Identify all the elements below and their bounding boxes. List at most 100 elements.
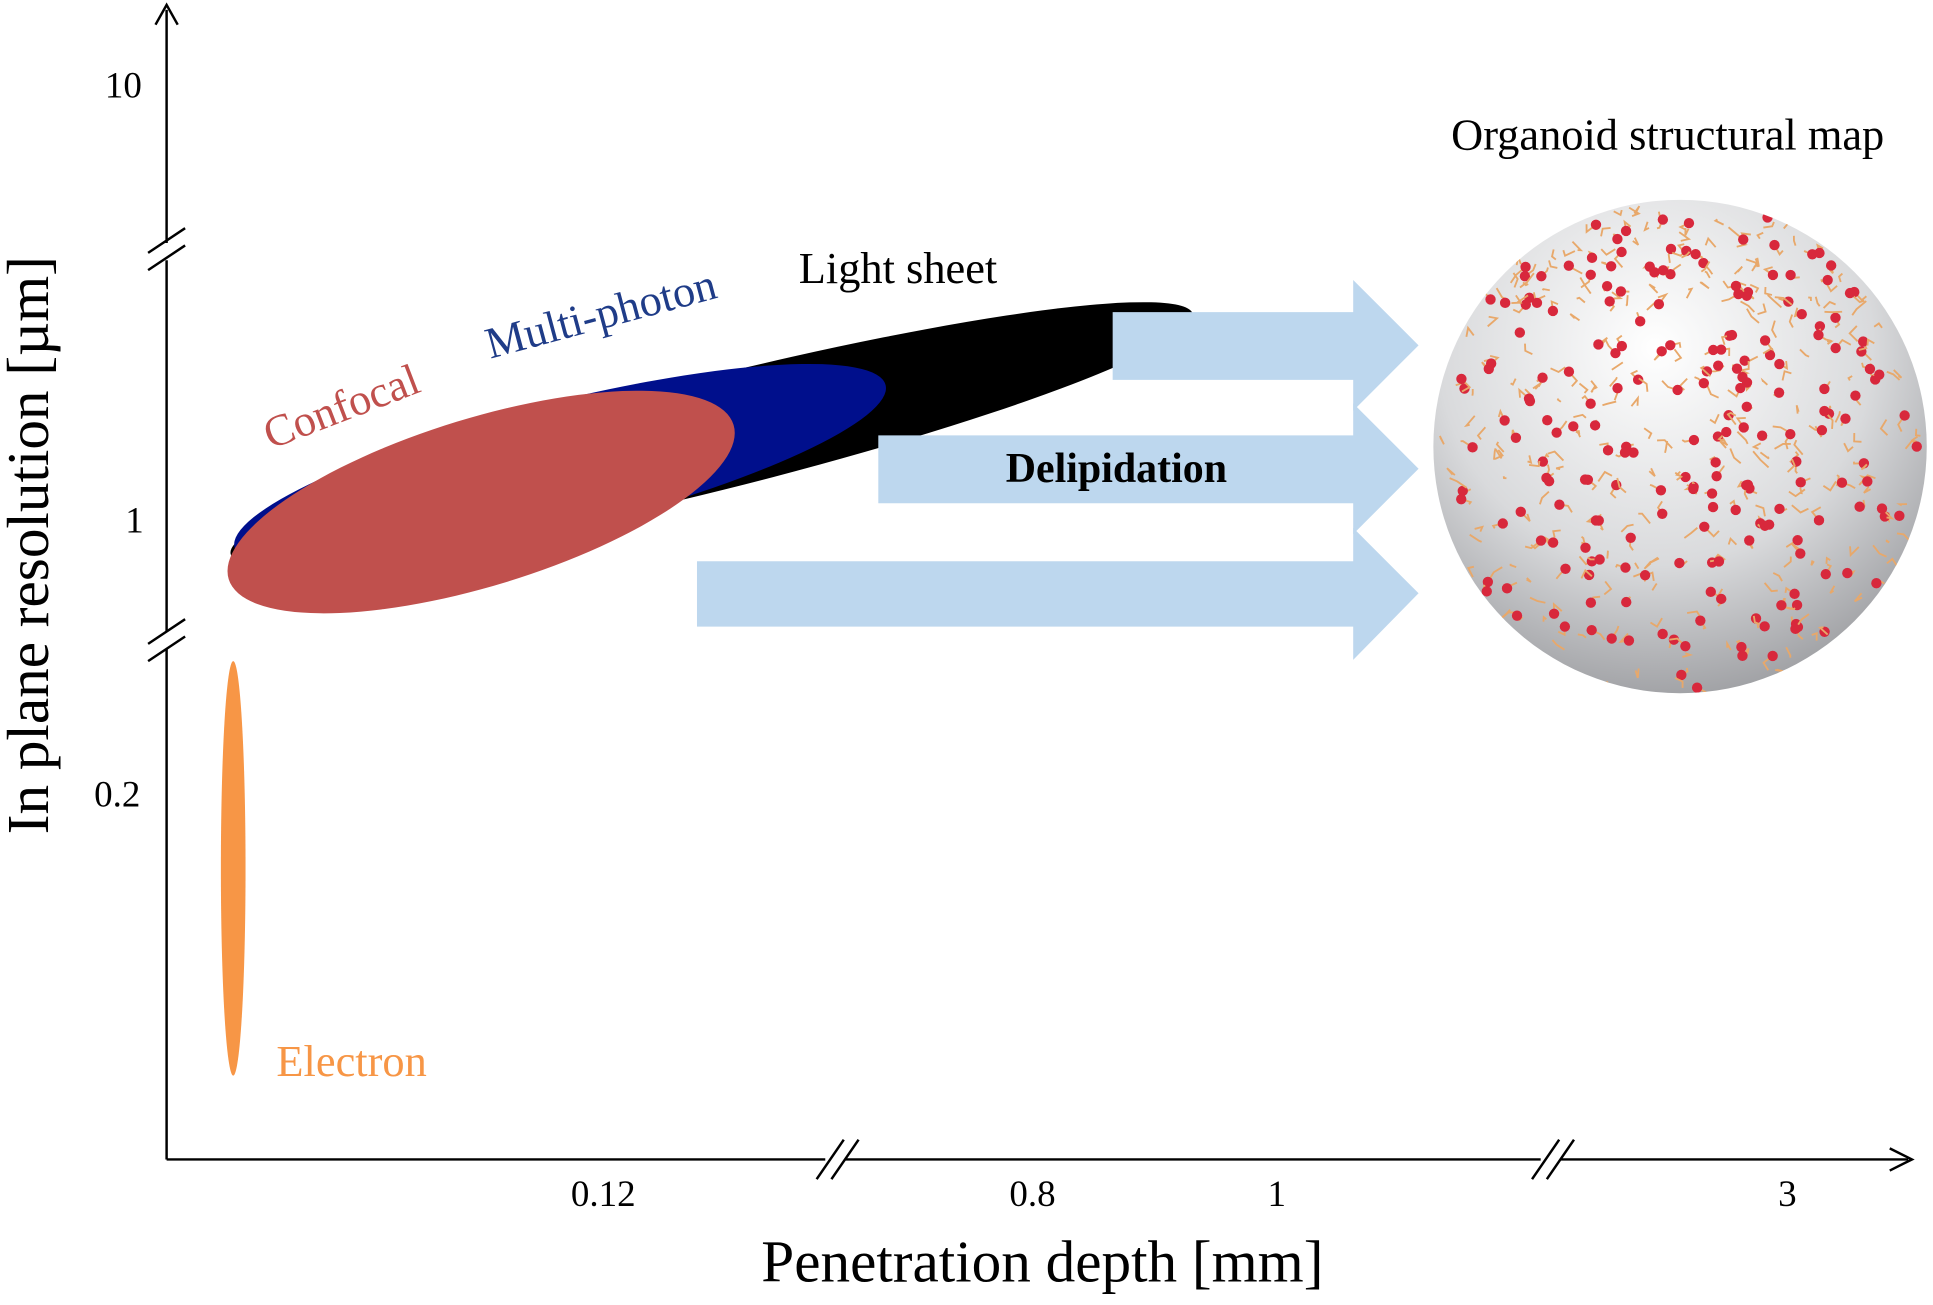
x-axis-break bbox=[815, 1139, 860, 1180]
cell-process bbox=[1763, 221, 1775, 229]
cell-nucleus bbox=[1541, 472, 1552, 484]
cell-process bbox=[1683, 527, 1698, 539]
cell-process bbox=[1781, 370, 1792, 381]
cell-nucleus bbox=[1715, 344, 1727, 355]
cell-nucleus bbox=[1698, 377, 1709, 389]
cell-nucleus bbox=[1774, 503, 1785, 515]
cell-process bbox=[1709, 413, 1720, 425]
cell-process bbox=[1686, 610, 1701, 617]
cell-process bbox=[1860, 463, 1868, 471]
cell-nucleus bbox=[1737, 371, 1748, 383]
cell-process bbox=[1727, 414, 1737, 426]
cell-process bbox=[1493, 448, 1497, 460]
cell-nucleus bbox=[1708, 344, 1719, 356]
cell-nucleus bbox=[1615, 286, 1627, 297]
cell-nucleus bbox=[1628, 447, 1639, 458]
cell-process bbox=[1633, 205, 1641, 215]
cell-process bbox=[1632, 237, 1640, 246]
cell-nucleus bbox=[1625, 532, 1636, 543]
cell-nucleus bbox=[1467, 442, 1478, 453]
cell-process bbox=[1713, 218, 1725, 226]
cell-process bbox=[1528, 460, 1541, 468]
cell-nucleus bbox=[1756, 430, 1768, 441]
cell-process bbox=[1885, 539, 1890, 544]
cell-nucleus bbox=[1822, 274, 1833, 286]
cell-nucleus bbox=[1457, 485, 1468, 497]
cell-nucleus bbox=[1857, 336, 1869, 347]
cell-process bbox=[1775, 668, 1784, 673]
cell-process bbox=[1751, 442, 1762, 450]
cell-process bbox=[1886, 370, 1901, 381]
cell-process bbox=[1822, 300, 1836, 309]
cell-nucleus bbox=[1807, 249, 1818, 260]
cell-process bbox=[1853, 432, 1862, 443]
cell-process bbox=[1822, 480, 1837, 492]
cell-nucleus bbox=[1523, 393, 1535, 404]
cell-process bbox=[1606, 550, 1609, 559]
cell-nucleus bbox=[1593, 515, 1604, 526]
cell-process bbox=[1756, 231, 1764, 240]
cell-nucleus bbox=[1586, 624, 1597, 636]
cell-nucleus bbox=[1514, 327, 1525, 338]
cell-process bbox=[1788, 488, 1806, 498]
cell-nucleus bbox=[1730, 504, 1741, 516]
cell-process bbox=[1541, 288, 1550, 292]
cell-process bbox=[1590, 380, 1598, 390]
cell-process bbox=[1476, 426, 1487, 440]
cell-process bbox=[1729, 448, 1742, 464]
cell-nucleus bbox=[1764, 349, 1776, 361]
cell-process bbox=[1873, 322, 1883, 329]
organoid-cells bbox=[1439, 205, 1922, 694]
cell-nucleus bbox=[1695, 615, 1706, 626]
cell-nucleus bbox=[1612, 383, 1623, 394]
cell-nucleus bbox=[1842, 567, 1853, 579]
cell-process bbox=[1746, 308, 1760, 324]
cell-process bbox=[1509, 563, 1517, 568]
cell-process bbox=[1879, 419, 1889, 436]
cell-process bbox=[1495, 441, 1505, 453]
cell-nucleus bbox=[1871, 578, 1882, 589]
cell-process bbox=[1774, 296, 1793, 306]
cell-process bbox=[1838, 272, 1844, 283]
cell-process bbox=[1736, 431, 1749, 445]
cell-nucleus bbox=[1741, 401, 1752, 412]
arrow-label: Delipidation bbox=[1006, 446, 1227, 492]
cell-nucleus bbox=[1713, 360, 1724, 371]
cell-nucleus bbox=[1836, 477, 1848, 488]
cell-nucleus bbox=[1482, 576, 1494, 588]
cell-nucleus bbox=[1830, 342, 1841, 354]
cell-process bbox=[1893, 369, 1903, 379]
cell-nucleus bbox=[1862, 476, 1873, 487]
cell-nucleus bbox=[1792, 535, 1803, 546]
cell-process bbox=[1673, 348, 1683, 362]
cell-process bbox=[1556, 398, 1562, 403]
cell-nucleus bbox=[1738, 422, 1749, 433]
cell-process bbox=[1467, 565, 1475, 578]
cell-process bbox=[1511, 294, 1523, 305]
cell-process bbox=[1849, 546, 1860, 558]
cell-nucleus bbox=[1582, 474, 1594, 485]
cell-process bbox=[1745, 258, 1759, 268]
cell-nucleus bbox=[1713, 556, 1725, 567]
cell-nucleus bbox=[1680, 640, 1691, 652]
cell-nucleus bbox=[1619, 447, 1631, 458]
x-tick-label: 1 bbox=[1267, 1174, 1286, 1215]
cell-process bbox=[1757, 303, 1767, 316]
cell-process bbox=[1465, 325, 1475, 338]
cell-nucleus bbox=[1580, 542, 1591, 553]
cell-nucleus bbox=[1688, 434, 1700, 446]
cell-nucleus bbox=[1593, 339, 1604, 350]
cell-process bbox=[1810, 560, 1815, 566]
cell-process bbox=[1904, 435, 1919, 450]
cell-nucleus bbox=[1535, 535, 1547, 546]
cell-nucleus bbox=[1563, 366, 1575, 377]
cell-nucleus bbox=[1819, 383, 1830, 395]
cell-nucleus bbox=[1763, 519, 1775, 530]
cell-process bbox=[1704, 270, 1711, 279]
cell-nucleus bbox=[1759, 335, 1771, 346]
cell-process bbox=[1625, 295, 1629, 307]
cell-process bbox=[1548, 260, 1558, 269]
cell-nucleus bbox=[1874, 369, 1885, 380]
cell-nucleus bbox=[1649, 267, 1660, 278]
cell-nucleus bbox=[1542, 415, 1553, 426]
